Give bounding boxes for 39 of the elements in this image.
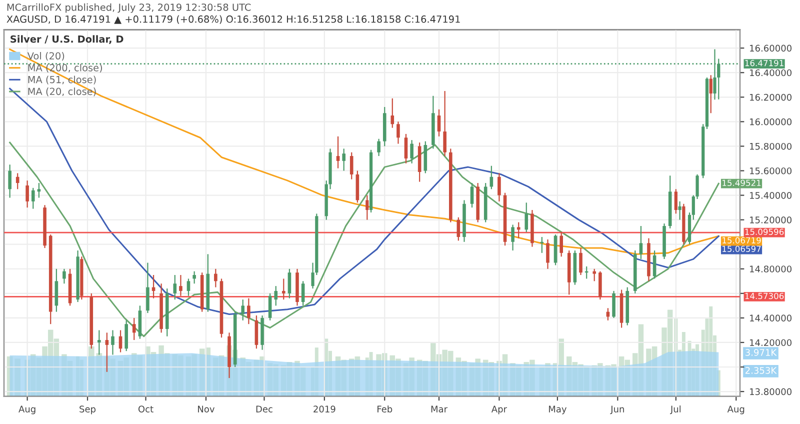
x-tick-label: Jun bbox=[610, 406, 624, 414]
data-label: 15.06597 bbox=[722, 246, 761, 252]
y2-tick-label: 3.971K bbox=[746, 349, 777, 356]
text: Silver / U.S. Dollar, D bbox=[10, 35, 124, 44]
x-tick-label: Aug bbox=[18, 406, 36, 414]
legend-label: MA (20, close) bbox=[28, 88, 96, 96]
data-label: 15.06719 bbox=[722, 237, 761, 244]
y-tick-label: 16.20000 bbox=[750, 94, 792, 101]
x-tick-label: Dec bbox=[256, 406, 272, 412]
legend-label: MA (200, close) bbox=[28, 64, 102, 73]
x-tick-label: Oct bbox=[138, 406, 154, 412]
text: MCarrilloFX published, July 23, 2019 12:30:58 UTC bbox=[7, 3, 251, 13]
y-tick-label: 14.80000 bbox=[750, 266, 792, 272]
y-tick-label: 14.20000 bbox=[750, 339, 792, 346]
x-tick-label: Apr bbox=[491, 406, 508, 414]
y-tick-label: 16.60000 bbox=[750, 44, 792, 52]
x-tick-label: Jul bbox=[670, 405, 681, 414]
y-tick-label: 15.20000 bbox=[750, 216, 792, 224]
x-tick-label: Sep bbox=[80, 406, 96, 414]
x-tick-label: Aug bbox=[727, 406, 744, 414]
x-tick-label: Feb bbox=[378, 405, 392, 412]
y-tick-label: 14.40000 bbox=[750, 314, 792, 322]
x-tick-label: May bbox=[549, 406, 567, 414]
x-tick-label: Mar bbox=[431, 406, 448, 412]
y2-tick-label: 2.353K bbox=[746, 367, 777, 374]
ref-line-label: 15.09596 bbox=[745, 228, 784, 235]
legend-label: Vol (20) bbox=[27, 52, 64, 61]
x-tick-label: Nov bbox=[198, 406, 215, 412]
y-tick-label: 13.80000 bbox=[750, 388, 792, 396]
y-tick-label: 16.00000 bbox=[750, 118, 792, 126]
ref-line-label: 16.47191 bbox=[745, 60, 784, 66]
x-tick-label: 2019 bbox=[314, 406, 336, 412]
y-tick-label: 15.80000 bbox=[750, 142, 792, 150]
y-tick-label: 16.40000 bbox=[750, 69, 792, 76]
y-tick-label: 15.40000 bbox=[750, 192, 792, 199]
y-tick-label: 15.60000 bbox=[750, 167, 792, 174]
data-label: 15.49521 bbox=[722, 180, 761, 186]
ref-line-label: 14.57306 bbox=[745, 292, 784, 300]
text: XAGUSD, D 16.47191 ▲ +0.11179 (+0.68%) O:16.36012 H:16.51258 L:16.18158 C:16.47191 bbox=[6, 15, 460, 24]
